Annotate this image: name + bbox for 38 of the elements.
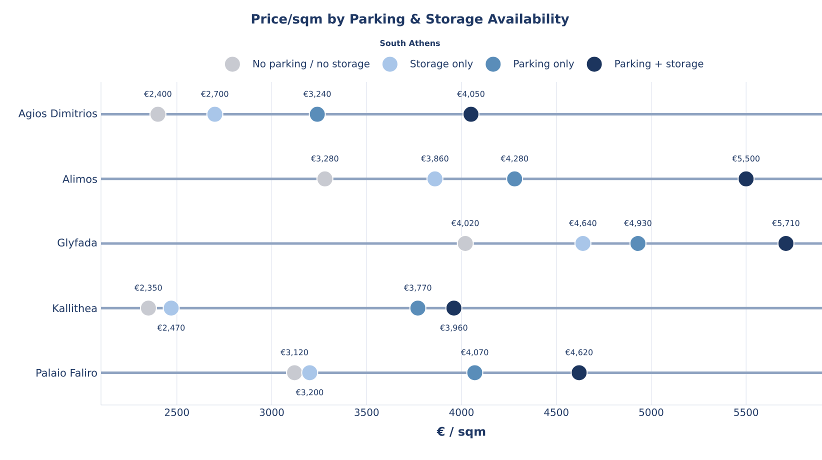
x-tick-label: 4000 (449, 408, 474, 416)
point (149, 106, 166, 123)
point (506, 170, 524, 188)
point (409, 300, 426, 317)
x-tick-label: 3000 (260, 408, 284, 416)
point (445, 300, 462, 317)
point (629, 234, 646, 252)
point (456, 234, 474, 252)
point (570, 364, 588, 382)
chart-title: Price/sqm by Parking & Storage Availability (252, 14, 570, 26)
point (462, 106, 480, 123)
y-tick-label: Kallithea (53, 304, 97, 312)
legend-label: Storage only (410, 60, 473, 70)
legend-label: No parking / no storage (253, 60, 370, 70)
x-tick-label: 5500 (734, 408, 758, 416)
x-tick-label: 5000 (639, 408, 664, 416)
x-tick-label: 3500 (354, 408, 379, 416)
point (316, 170, 334, 188)
point (777, 234, 794, 252)
y-tick-label: Agios Dimitrios (18, 109, 97, 120)
legend-label: Parking + storage (615, 60, 704, 70)
y-tick-label: Glyfada (58, 238, 97, 249)
legend-label: Parking only (514, 60, 574, 70)
y-tick-label: Palaio Faliro (36, 368, 97, 377)
point (466, 364, 484, 382)
x-tick-label: 2500 (164, 408, 189, 416)
x-tick-label: 4500 (544, 408, 568, 416)
point (162, 300, 180, 317)
point (426, 170, 444, 188)
point (738, 170, 755, 188)
x-axis-title: € / sqm (436, 426, 486, 438)
point (140, 300, 157, 317)
y-tick-label: Alimos (62, 174, 97, 183)
point (301, 364, 318, 382)
point (574, 234, 592, 252)
point (308, 106, 326, 123)
point (206, 106, 224, 123)
point (286, 364, 304, 382)
